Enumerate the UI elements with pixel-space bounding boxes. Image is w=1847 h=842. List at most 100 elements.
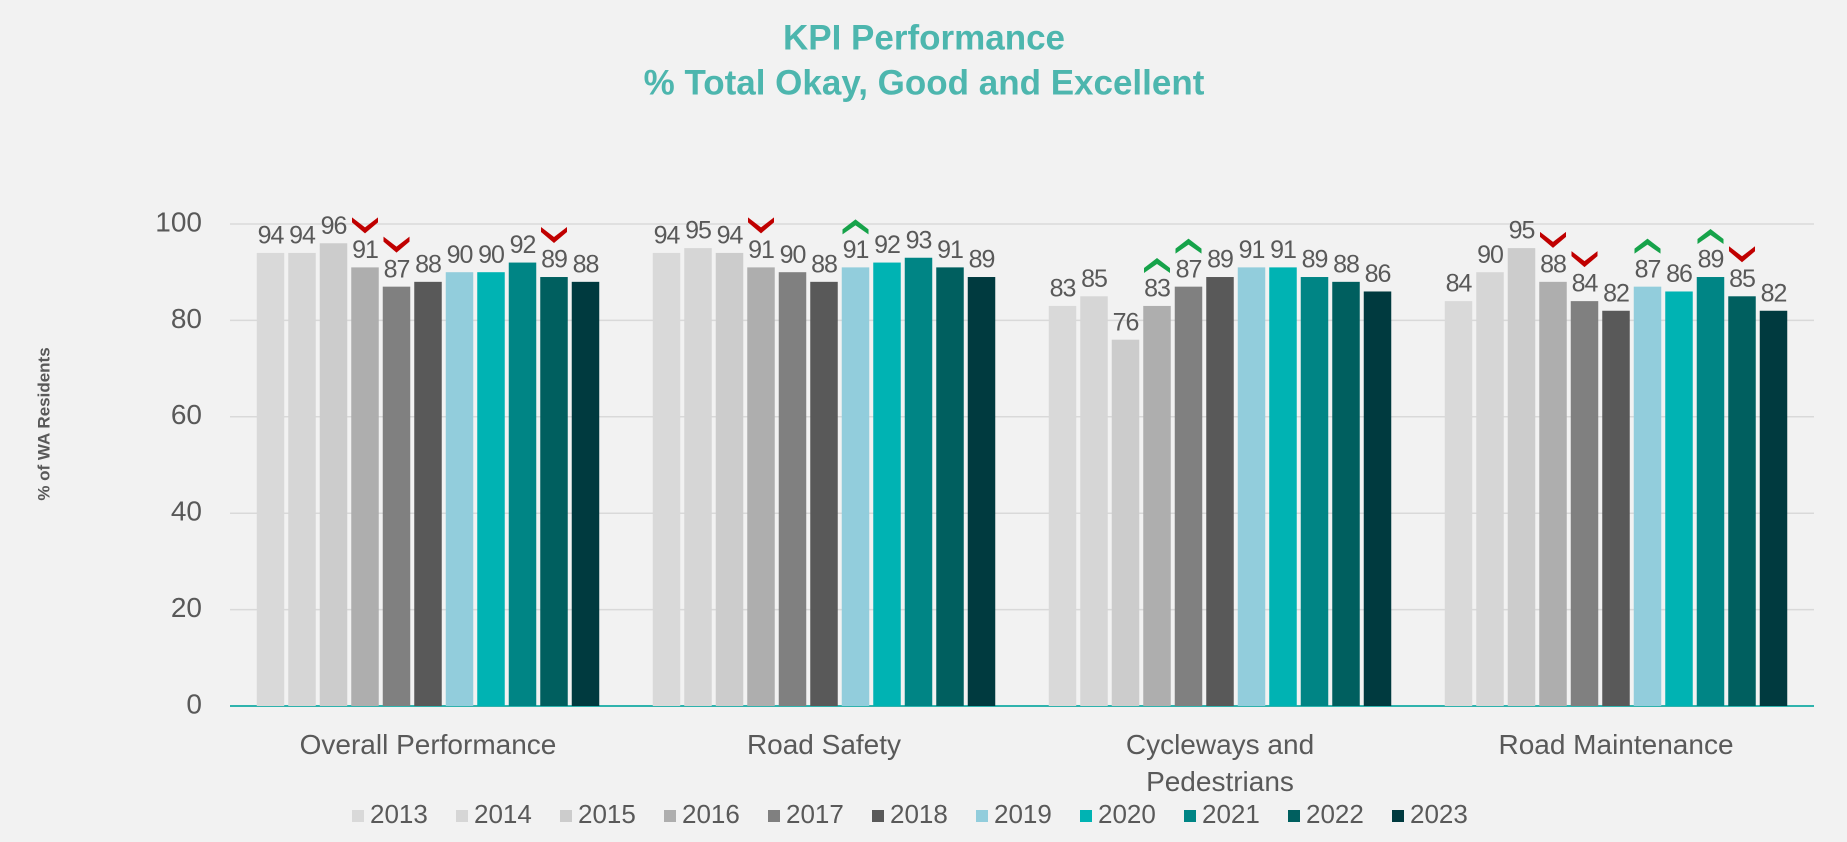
value-label: 91 bbox=[1239, 236, 1265, 264]
legend-swatch bbox=[872, 810, 884, 822]
bar bbox=[1269, 267, 1297, 706]
chart-title: KPI Performance bbox=[783, 18, 1065, 57]
decrease-arrow bbox=[748, 217, 774, 234]
bar bbox=[967, 277, 996, 706]
bar bbox=[684, 248, 712, 706]
value-label: 85 bbox=[1081, 265, 1107, 293]
value-label: 82 bbox=[1761, 279, 1787, 307]
value-label: 90 bbox=[478, 241, 504, 269]
y-tick-label: 0 bbox=[186, 688, 202, 719]
y-tick-label: 60 bbox=[171, 399, 202, 430]
increase-arrow bbox=[1634, 238, 1661, 254]
value-label: 91 bbox=[1270, 236, 1296, 264]
increase-arrow bbox=[1144, 257, 1170, 273]
bar bbox=[1363, 291, 1392, 706]
legend-label: 2019 bbox=[994, 799, 1052, 829]
value-label: 90 bbox=[780, 241, 806, 269]
legend-label: 2016 bbox=[682, 799, 740, 829]
bar bbox=[1332, 281, 1360, 706]
value-label: 82 bbox=[1603, 279, 1629, 307]
value-label: 94 bbox=[289, 222, 316, 250]
value-label: 93 bbox=[906, 226, 932, 254]
value-label: 92 bbox=[874, 231, 900, 259]
bar bbox=[1539, 281, 1567, 706]
x-tick-label: Road Maintenance bbox=[1498, 729, 1734, 760]
value-label: 87 bbox=[1635, 255, 1661, 283]
bar bbox=[904, 257, 933, 706]
decrease-arrow bbox=[541, 227, 567, 244]
bar bbox=[1476, 272, 1504, 706]
chart-subtitle: % Total Okay, Good and Excellent bbox=[644, 63, 1205, 102]
increase-arrow bbox=[1175, 238, 1202, 254]
bar bbox=[1444, 301, 1473, 706]
y-tick-label: 100 bbox=[155, 206, 202, 237]
increase-arrow bbox=[1697, 229, 1724, 245]
value-label: 91 bbox=[352, 236, 378, 264]
value-label: 84 bbox=[1572, 270, 1599, 298]
value-label: 89 bbox=[1698, 246, 1724, 274]
bar bbox=[1111, 339, 1140, 706]
legend-label: 2013 bbox=[370, 799, 428, 829]
bar bbox=[1696, 277, 1725, 706]
legend-swatch bbox=[768, 810, 780, 822]
value-label: 84 bbox=[1446, 270, 1473, 298]
bar bbox=[1665, 291, 1693, 706]
value-label: 90 bbox=[1477, 241, 1503, 269]
bar bbox=[1237, 267, 1266, 706]
bar bbox=[1507, 248, 1536, 706]
legend-swatch bbox=[664, 810, 676, 822]
value-label: 94 bbox=[654, 222, 681, 250]
bar bbox=[508, 262, 537, 706]
bar bbox=[936, 267, 964, 706]
value-label: 95 bbox=[685, 217, 711, 245]
legend-swatch bbox=[352, 810, 364, 822]
bar bbox=[778, 272, 807, 706]
bar bbox=[747, 267, 775, 706]
legend-swatch bbox=[456, 810, 468, 822]
bar bbox=[288, 252, 316, 707]
value-label: 76 bbox=[1113, 308, 1139, 336]
bar bbox=[810, 281, 838, 706]
value-label: 91 bbox=[937, 236, 963, 264]
bar bbox=[256, 252, 285, 707]
value-label: 94 bbox=[258, 222, 285, 250]
value-label: 94 bbox=[717, 222, 744, 250]
decrease-arrow bbox=[383, 236, 410, 253]
legend-label: 2017 bbox=[786, 799, 844, 829]
bar bbox=[571, 281, 600, 706]
legend-swatch bbox=[1392, 810, 1404, 822]
value-label: 87 bbox=[384, 255, 410, 283]
x-tick-label: Road Safety bbox=[746, 729, 902, 760]
legend-label: 2015 bbox=[578, 799, 636, 829]
value-label: 86 bbox=[1666, 260, 1692, 288]
bar bbox=[1633, 286, 1662, 706]
bar bbox=[351, 267, 379, 706]
legend-swatch bbox=[1080, 810, 1092, 822]
value-label: 88 bbox=[1333, 250, 1359, 278]
legend-swatch bbox=[1184, 810, 1196, 822]
value-label: 88 bbox=[415, 250, 441, 278]
value-label: 88 bbox=[811, 250, 837, 278]
value-label: 85 bbox=[1729, 265, 1755, 293]
bar bbox=[1300, 277, 1329, 706]
decrease-arrow bbox=[1540, 231, 1566, 248]
value-label: 92 bbox=[510, 231, 536, 259]
legend-label: 2020 bbox=[1098, 799, 1156, 829]
value-label: 91 bbox=[748, 236, 774, 264]
value-label: 95 bbox=[1509, 217, 1535, 245]
value-label: 86 bbox=[1365, 260, 1391, 288]
value-label: 96 bbox=[321, 212, 347, 240]
bar bbox=[1174, 286, 1203, 706]
bar bbox=[1602, 310, 1630, 706]
value-label: 83 bbox=[1144, 275, 1170, 303]
bar bbox=[715, 252, 744, 707]
value-label: 88 bbox=[573, 250, 599, 278]
value-label: 89 bbox=[541, 246, 567, 274]
decrease-arrow bbox=[352, 217, 378, 234]
bar bbox=[841, 267, 870, 706]
bar bbox=[319, 243, 348, 706]
bar bbox=[382, 286, 411, 706]
legend-swatch bbox=[560, 810, 572, 822]
value-label: 89 bbox=[1302, 246, 1328, 274]
bar bbox=[414, 281, 442, 706]
